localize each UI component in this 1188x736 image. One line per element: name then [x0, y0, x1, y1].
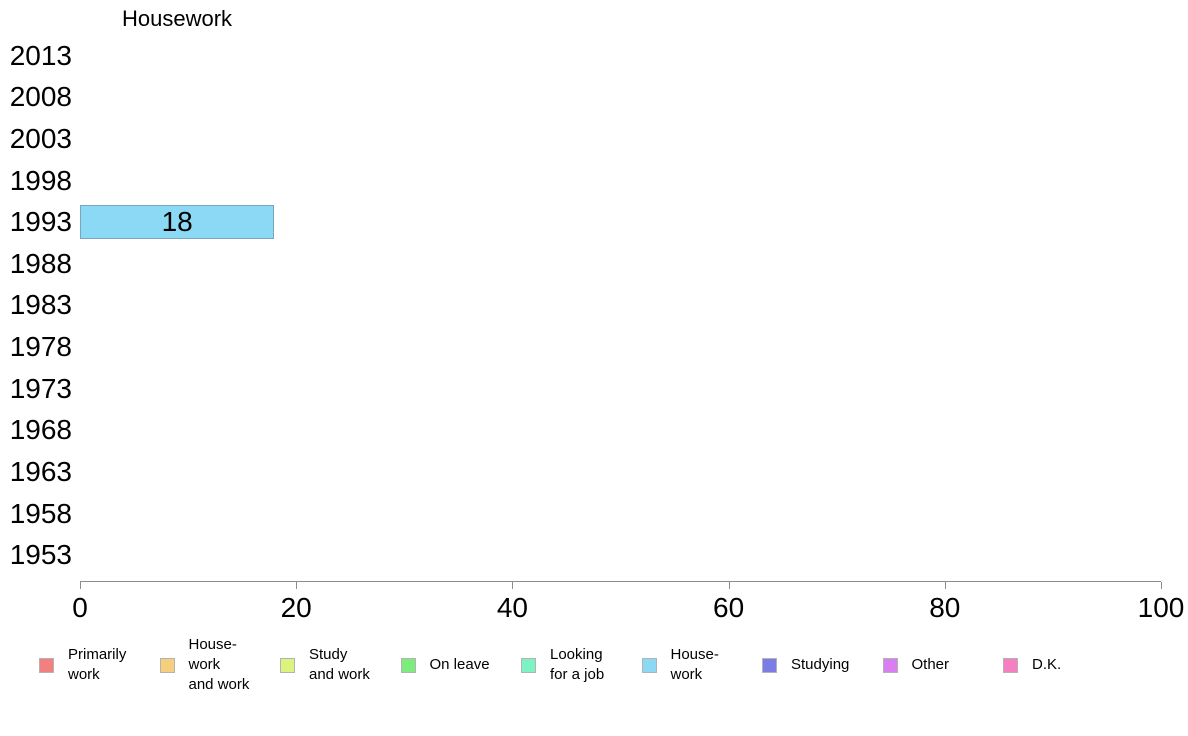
legend-swatch-study-and-work [280, 657, 295, 673]
legend-swatch-studying [762, 657, 777, 673]
y-axis-label-2003: 2003 [9, 123, 72, 155]
x-axis-tick-60 [728, 582, 730, 589]
x-axis-tick-0 [80, 582, 81, 589]
x-axis-tick-label-60: 60 [713, 592, 745, 623]
legend-swatch-primarily-work [39, 657, 54, 673]
x-axis-tick-label-100: 100 [1137, 592, 1185, 623]
bar-house-work-1993: 18 [80, 205, 275, 240]
legend-item-study-and-work: Study and work [280, 628, 401, 702]
y-axis-label-1983: 1983 [9, 289, 72, 321]
legend-swatch-other [882, 657, 898, 673]
legend-label-dk: D.K. [1032, 656, 1062, 673]
legend-label-studying: Studying [791, 656, 850, 673]
legend-item-other: Other [882, 628, 1004, 702]
legend-label-study-and-work: Study and work [309, 646, 370, 683]
x-axis-tick-label-20: 20 [280, 592, 312, 623]
legend-label-housework: House-work [670, 646, 719, 683]
legend-swatch-looking-for-a-job [521, 657, 536, 673]
legend-item-housework-and-work: House-work and work [159, 628, 281, 702]
y-axis-label-2008: 2008 [9, 81, 72, 113]
y-axis-label-1958: 1958 [9, 497, 72, 529]
legend-item-looking-for-a-job: Looking for a job [521, 628, 642, 702]
x-axis-tick-100 [1161, 582, 1162, 589]
plot-row-1973 [80, 368, 1160, 410]
plot-row-2008 [80, 77, 1160, 119]
plot-row-1968 [80, 409, 1160, 451]
legend-item-housework: House-work [641, 628, 763, 702]
x-axis-tick-80 [944, 582, 946, 589]
legend-swatch-on-leave [400, 657, 416, 673]
plot-row-1963 [80, 451, 1160, 493]
y-axis-labels: 2013 2008 2003 1998 1993 1988 1983 1978 1973 1968… [0, 35, 72, 576]
y-axis-label-1998: 1998 [9, 164, 72, 196]
bar-value-label: 18 [161, 206, 193, 238]
legend-label-on-leave: On leave [429, 656, 490, 673]
y-axis-label-2013: 2013 [9, 39, 72, 71]
legend: Primarily work House-work and work Study and … [39, 628, 1124, 702]
y-axis-label-1968: 1968 [9, 414, 72, 446]
legend-label-housework-and-work: House-work and work [188, 636, 250, 693]
legend-item-dk: D.K. [1003, 628, 1124, 702]
legend-label-looking-for-a-job: Looking for a job [550, 646, 605, 683]
x-axis-tick-40 [512, 582, 514, 589]
legend-item-studying: Studying [762, 628, 883, 702]
legend-label-primarily-work: Primarily work [68, 646, 127, 683]
x-axis-tick-20 [296, 582, 298, 589]
plot-row-1983 [80, 285, 1160, 327]
y-axis-label-1963: 1963 [9, 455, 72, 487]
x-axis: 0 20 40 60 80 100 [72, 581, 1184, 627]
legend-swatch-dk [1003, 657, 1018, 673]
legend-item-primarily-work: Primarily work [39, 628, 160, 702]
plot-row-2013 [80, 35, 1160, 77]
plot-area: 18 [80, 35, 1160, 576]
plot-row-2003 [80, 118, 1160, 160]
x-axis-tick-label-80: 80 [929, 592, 961, 623]
plot-row-1953 [80, 534, 1160, 576]
x-axis-tick-label-40: 40 [496, 592, 528, 623]
plot-row-1998 [80, 160, 1160, 202]
y-axis-label-1978: 1978 [9, 331, 72, 363]
legend-swatch-housework-and-work [159, 657, 175, 673]
plot-row-1958 [80, 493, 1160, 535]
y-axis-label-1988: 1988 [9, 247, 72, 279]
legend-label-other: Other [911, 656, 950, 673]
plot-row-1978 [80, 326, 1160, 368]
y-axis-label-1993: 1993 [9, 206, 72, 238]
x-axis-tick-label-0: 0 [72, 592, 88, 623]
legend-item-on-leave: On leave [400, 628, 522, 702]
y-axis-label-1973: 1973 [9, 372, 72, 404]
plot-row-1993: 18 [80, 201, 1160, 243]
y-axis-label-1953: 1953 [9, 539, 72, 571]
chart-title: Housework [122, 6, 233, 31]
legend-swatch-housework [641, 657, 657, 673]
plot-row-1988 [80, 243, 1160, 285]
